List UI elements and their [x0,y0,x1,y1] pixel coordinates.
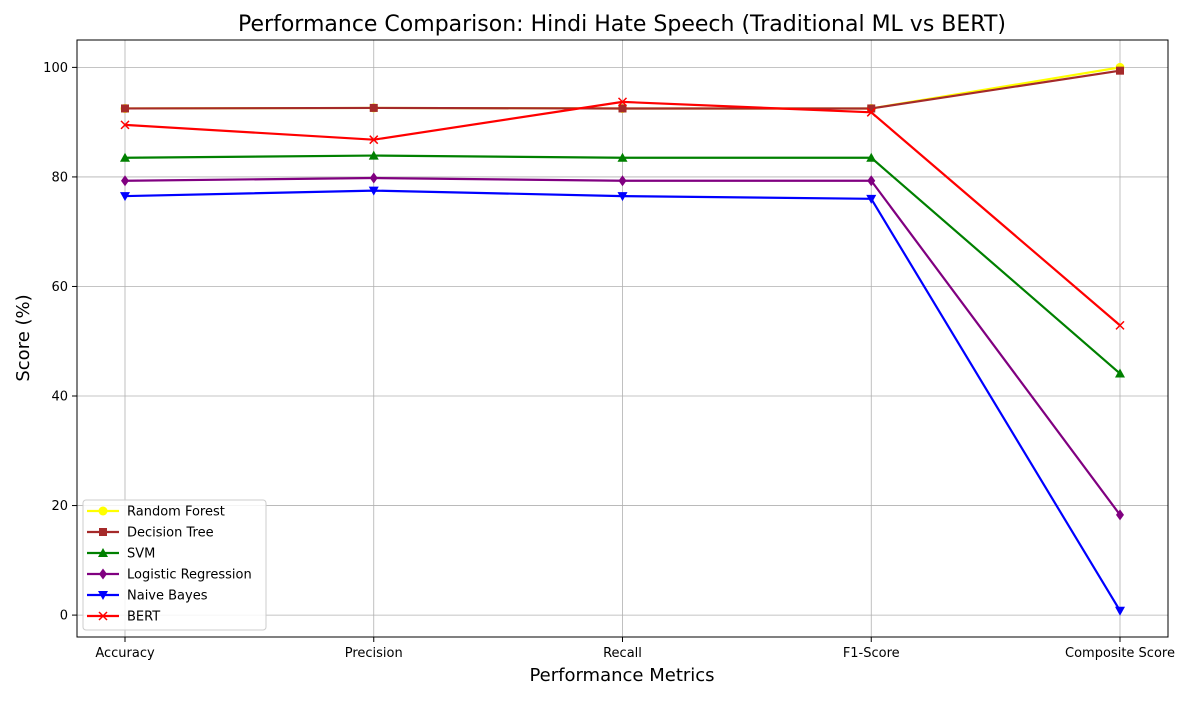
legend-marker [98,591,108,600]
legend-item-naive-bayes: Naive Bayes [87,589,208,604]
data-point-decision-tree [1116,66,1124,75]
data-point-naive-bayes [617,192,628,202]
legend-label: Decision Tree [127,526,214,541]
legend-marker [98,506,108,516]
data-point-naive-bayes [368,186,379,196]
x-tick-label: Accuracy [95,646,155,661]
x-tick-label: F1-Score [843,646,900,661]
legend-box [82,499,267,631]
x-tick-label: Precision [345,646,403,661]
y-tick-label: 80 [51,170,68,185]
data-point-svm [120,152,130,162]
legend-label: Logistic Regression [127,568,252,583]
legend: Random Forest Decision Tree SVM Logistic Re… [82,499,267,631]
data-point-svm [866,152,877,162]
data-point-bert [120,120,130,130]
series-decision-tree [121,66,1124,113]
legend-label: Random Forest [127,505,225,520]
data-point-svm [1115,368,1125,378]
legend-marker [98,548,108,557]
legend-marker [99,568,107,580]
series-bert [120,97,1125,330]
data-point-naive-bayes [866,194,877,204]
legend-item-svm: SVM [87,547,155,562]
data-point-logistic-regression [121,175,129,187]
y-tick-label: 60 [51,280,68,295]
x-tick-label: Recall [603,646,642,661]
legend-label: Naive Bayes [127,589,208,604]
legend-item-logistic-regression: Logistic Regression [87,568,252,583]
y-tick-label: 20 [51,499,68,514]
data-point-svm [617,152,628,162]
legend-marker [98,611,108,621]
legend-item-bert: BERT [87,610,160,625]
data-point-decision-tree [369,103,378,112]
y-tick-label: 100 [43,61,68,76]
legend-marker [99,528,107,536]
legend-label: BERT [127,610,160,625]
data-point-bert [369,135,379,145]
data-point-bert [1115,320,1125,330]
series-logistic-regression [121,172,1124,521]
x-tick-label: Composite Score [1065,646,1175,661]
legend-label: SVM [127,547,155,562]
data-point-decision-tree [867,104,876,113]
y-axis-label: Score (%) [13,294,34,381]
data-point-logistic-regression [1116,509,1124,521]
legend-item-random-forest: Random Forest [87,505,225,520]
data-point-naive-bayes [120,192,130,202]
data-point-svm [368,150,379,160]
tick-layer: Accuracy Precision Recall F1-Score Composite… [43,61,1175,661]
data-point-bert [866,107,876,117]
data-point-decision-tree [121,104,129,113]
data-point-logistic-regression [867,175,876,187]
series-layer [120,62,1125,616]
series-naive-bayes [120,186,1125,616]
data-point-bert [617,97,628,107]
series-svm [120,150,1125,378]
data-point-logistic-regression [369,172,378,184]
data-point-decision-tree [618,104,627,113]
y-tick-label: 0 [60,609,68,624]
chart-title: Performance Comparison: Hindi Hate Speec… [238,12,1006,37]
x-axis-label: Performance Metrics [529,665,714,686]
legend-item-decision-tree: Decision Tree [87,526,214,541]
y-tick-label: 40 [51,390,68,405]
data-point-naive-bayes [1115,606,1125,616]
data-point-logistic-regression [618,175,627,187]
